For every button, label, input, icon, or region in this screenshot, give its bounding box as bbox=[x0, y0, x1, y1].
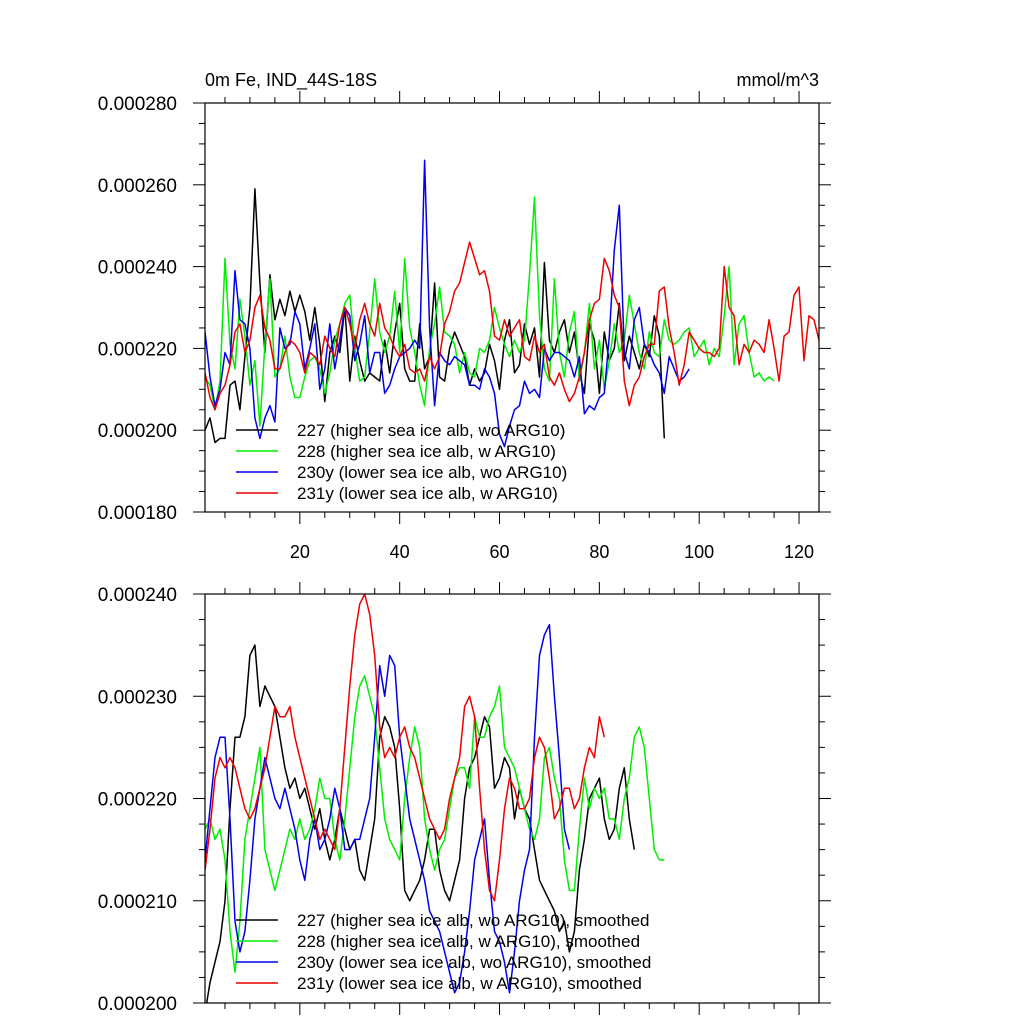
legend-label: 230y (lower sea ice alb, wo ARG10) bbox=[297, 463, 567, 482]
series-line-3 bbox=[205, 159, 690, 448]
y-tick-label: 0.000210 bbox=[98, 892, 177, 913]
y-tick-label: 0.000220 bbox=[98, 339, 177, 360]
y-tick-label: 0.000240 bbox=[98, 258, 177, 279]
chart-title: 0m Fe, IND_44S-18S bbox=[205, 70, 377, 91]
y-tick-label: 0.000240 bbox=[98, 585, 177, 606]
series-line-2 bbox=[205, 675, 665, 974]
legend: 227 (higher sea ice alb, wo ARG10), smoo… bbox=[236, 911, 651, 993]
legend-label: 227 (higher sea ice alb, wo ARG10), smoo… bbox=[297, 911, 649, 930]
series-line-4 bbox=[205, 594, 606, 902]
legend-label: 231y (lower sea ice alb, w ARG10), smoot… bbox=[297, 974, 642, 993]
legend-label: 230y (lower sea ice alb, wo ARG10), smoo… bbox=[297, 953, 651, 972]
x-tick-label: 40 bbox=[390, 542, 410, 562]
x-tick-label: 60 bbox=[490, 542, 510, 562]
y-tick-label: 0.000180 bbox=[98, 503, 177, 524]
units-label: mmol/m^3 bbox=[737, 70, 819, 90]
x-tick-label: 120 bbox=[784, 542, 814, 562]
series-line-4 bbox=[205, 241, 819, 411]
x-tick-label: 80 bbox=[589, 542, 609, 562]
y-tick-label: 0.000200 bbox=[98, 994, 177, 1015]
legend: 227 (higher sea ice alb, wo ARG10) 228 (h… bbox=[236, 421, 567, 503]
y-tick-label: 0.000230 bbox=[98, 687, 177, 708]
y-tick-label: 0.000280 bbox=[98, 94, 177, 115]
legend-label: 228 (higher sea ice alb, w ARG10) bbox=[297, 442, 556, 461]
x-tick-label: 20 bbox=[290, 542, 310, 562]
y-tick-label: 0.000200 bbox=[98, 421, 177, 442]
series-line-2 bbox=[205, 196, 775, 427]
series-line-1 bbox=[205, 188, 666, 444]
y-tick-label: 0.000260 bbox=[98, 176, 177, 197]
bottom-panel: 0.000200 0.000210 0.000220 0.000230 0.000240… bbox=[98, 582, 831, 1015]
legend-label: 231y (lower sea ice alb, w ARG10) bbox=[297, 484, 558, 503]
legend-label: 228 (higher sea ice alb, w ARG10), smoot… bbox=[297, 932, 640, 951]
legend-label: 227 (higher sea ice alb, wo ARG10) bbox=[297, 421, 565, 440]
top-panel: 20 40 60 80 100 120 0.000180 0.000200 0.000220 0.… bbox=[98, 91, 831, 562]
x-tick-label: 100 bbox=[684, 542, 714, 562]
series-line-1 bbox=[205, 644, 636, 1003]
y-tick-label: 0.000220 bbox=[98, 790, 177, 811]
